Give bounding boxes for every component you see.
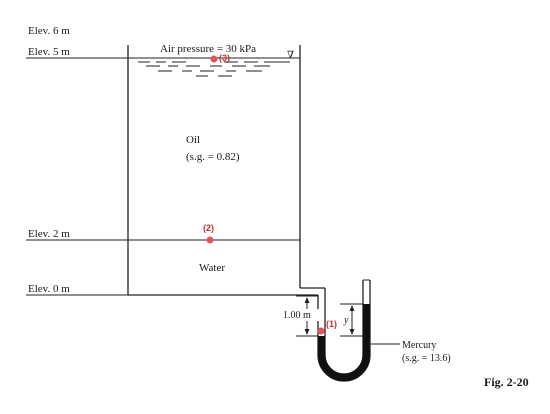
elevation-2m-label: Elev. 2 m (28, 228, 70, 240)
u-tube-manometer (317, 279, 371, 382)
dimension-1m (296, 295, 318, 337)
point-2-dot (206, 236, 214, 244)
dimension-y (340, 303, 363, 337)
point-2: (2) (203, 223, 214, 244)
dimension-1m-label: 1.00 m (283, 310, 311, 321)
elevation-markers: Elev. 6 m Elev. 5 m Elev. 2 m Elev. 0 m (26, 25, 300, 296)
water-label: Water (199, 262, 225, 274)
free-surface-triangle-icon: ∇ (287, 50, 294, 61)
point-3-label: (3) (219, 53, 230, 63)
figure-label: Fig. 2-20 (484, 375, 529, 389)
oil-free-surface (138, 61, 290, 77)
air-pressure-label: Air pressure = 30 kPa (160, 43, 256, 55)
dimension-y-label: y (343, 315, 349, 326)
point-1-dot (317, 327, 325, 335)
tank (127, 45, 325, 296)
point-1-label: (1) (326, 319, 337, 329)
elevation-0m-label: Elev. 0 m (28, 283, 70, 295)
point-3-dot (210, 55, 218, 63)
elevation-5m-label: Elev. 5 m (28, 46, 70, 58)
mercury-specific-gravity: (s.g. = 13.6) (402, 353, 451, 364)
mercury-fill (318, 304, 370, 381)
elevation-6m-label: Elev. 6 m (28, 25, 70, 37)
point-1: (1) (317, 319, 337, 335)
point-3: (3) (210, 53, 230, 63)
oil-label: Oil (186, 134, 200, 146)
u-tube-inner-wall (324, 280, 364, 375)
oil-specific-gravity: (s.g. = 0.82) (186, 151, 240, 163)
mercury-label: Mercury (402, 340, 436, 351)
point-2-label: (2) (203, 223, 214, 233)
